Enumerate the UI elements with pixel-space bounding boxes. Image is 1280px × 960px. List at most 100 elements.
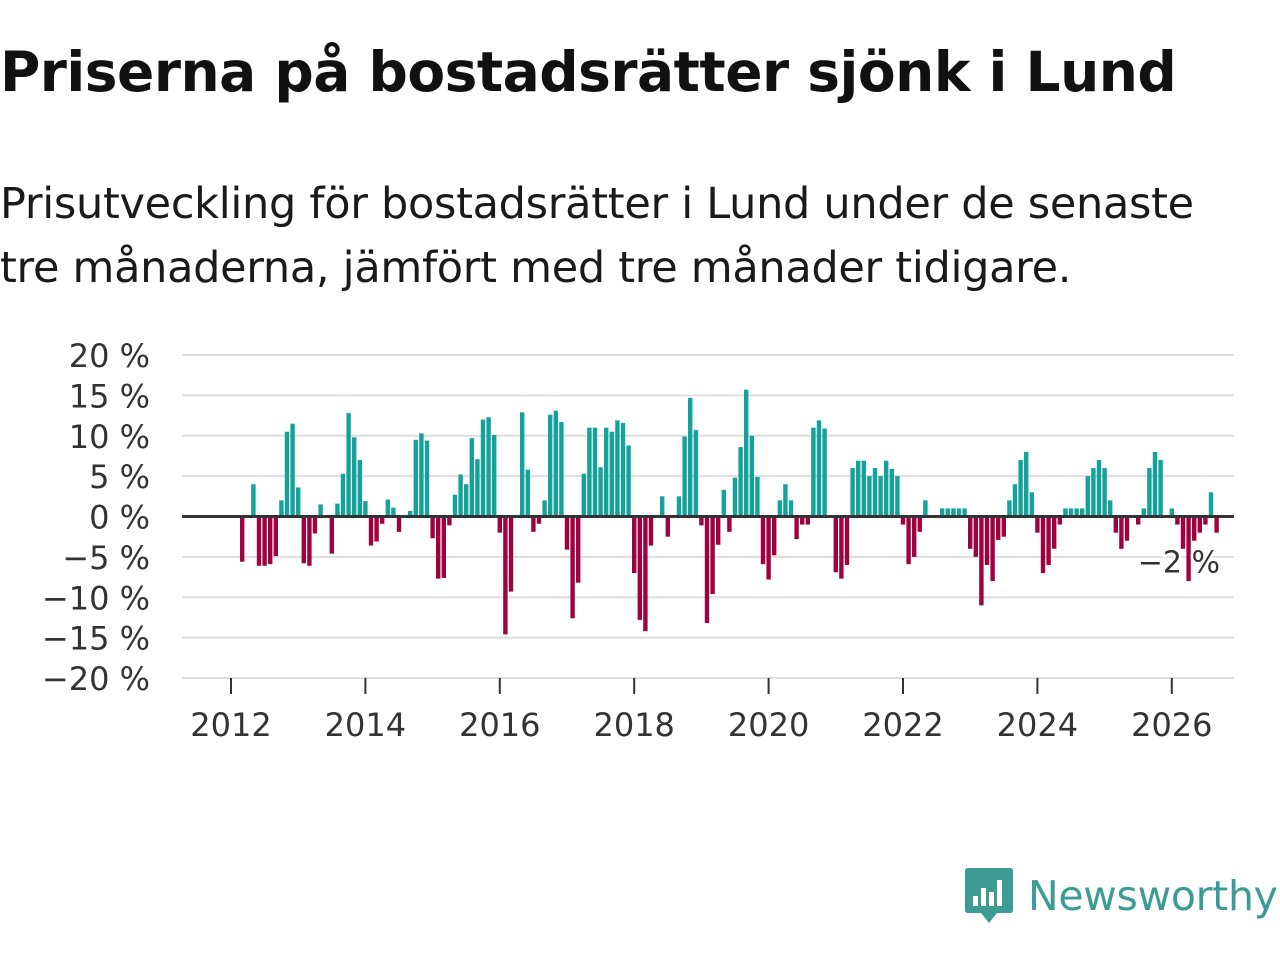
bar bbox=[262, 516, 267, 566]
bar bbox=[850, 468, 855, 517]
bar bbox=[357, 459, 362, 517]
bar bbox=[307, 516, 312, 566]
bar bbox=[251, 484, 256, 517]
bar bbox=[620, 422, 626, 517]
y-tick-label: 5 % bbox=[89, 458, 150, 496]
bar bbox=[811, 427, 816, 517]
bar bbox=[609, 431, 614, 517]
bar bbox=[1068, 508, 1074, 517]
bar bbox=[889, 468, 894, 517]
bar bbox=[772, 516, 777, 556]
bar bbox=[665, 516, 670, 537]
bar bbox=[1180, 516, 1186, 549]
bar bbox=[576, 516, 581, 583]
bar bbox=[475, 459, 480, 517]
bar bbox=[1197, 516, 1202, 533]
bar bbox=[996, 516, 1001, 540]
bar bbox=[699, 516, 704, 526]
bar bbox=[1186, 516, 1191, 582]
x-tick-label: 2020 bbox=[728, 706, 809, 744]
bar bbox=[878, 476, 883, 517]
bar bbox=[396, 516, 402, 532]
bar bbox=[660, 496, 665, 517]
bar bbox=[710, 516, 715, 595]
bar bbox=[637, 516, 642, 620]
x-tick-label: 2026 bbox=[1131, 706, 1212, 744]
bar bbox=[1141, 508, 1146, 517]
bar bbox=[682, 436, 687, 517]
bar bbox=[391, 507, 396, 517]
bar bbox=[1208, 492, 1214, 517]
bar bbox=[536, 516, 542, 524]
bar bbox=[833, 516, 838, 573]
bar bbox=[335, 503, 340, 517]
bar bbox=[508, 516, 514, 592]
bar bbox=[1169, 508, 1174, 517]
bar bbox=[777, 500, 782, 517]
bar bbox=[587, 427, 592, 517]
bar bbox=[923, 500, 928, 517]
last-value-label: −2 % bbox=[1138, 546, 1220, 581]
bar bbox=[755, 476, 760, 517]
bar bbox=[1192, 516, 1197, 541]
y-tick-label: 0 % bbox=[89, 499, 150, 537]
x-tick-label: 2014 bbox=[325, 706, 406, 744]
bar bbox=[783, 484, 788, 517]
bar bbox=[1108, 500, 1113, 517]
y-tick-label: 20 % bbox=[69, 337, 150, 375]
bar bbox=[721, 489, 726, 517]
bar bbox=[648, 516, 654, 546]
brand-name: Newsworthy bbox=[1028, 872, 1278, 920]
bar bbox=[632, 516, 637, 574]
bar bbox=[553, 410, 558, 517]
bar bbox=[1018, 459, 1023, 517]
bar bbox=[615, 420, 620, 517]
bar bbox=[626, 445, 631, 517]
bar bbox=[856, 460, 861, 517]
bar bbox=[951, 508, 956, 517]
bar bbox=[676, 496, 682, 517]
bar bbox=[284, 431, 290, 517]
bar bbox=[805, 516, 810, 525]
x-tick-label: 2024 bbox=[997, 706, 1078, 744]
bar bbox=[329, 516, 334, 554]
bar bbox=[352, 437, 357, 517]
bar bbox=[1057, 516, 1062, 525]
bar bbox=[732, 477, 738, 517]
bar bbox=[604, 427, 609, 517]
bar bbox=[727, 516, 732, 532]
y-tick-label: −5 % bbox=[62, 539, 150, 577]
bar bbox=[1175, 516, 1180, 525]
bar bbox=[1136, 516, 1141, 525]
bar bbox=[380, 516, 385, 524]
x-tick-label: 2018 bbox=[593, 706, 674, 744]
bar bbox=[570, 516, 575, 619]
bar bbox=[704, 516, 710, 624]
brand-logo: Newsworthy bbox=[964, 866, 1278, 926]
bar bbox=[273, 516, 278, 557]
y-tick-label: −10 % bbox=[42, 579, 150, 617]
bar bbox=[301, 516, 306, 564]
bar bbox=[688, 397, 693, 517]
bar bbox=[520, 412, 525, 517]
y-axis-labels: 20 %15 %10 %5 %0 %−5 %−10 %−15 %−20 % bbox=[42, 337, 150, 698]
bar bbox=[979, 516, 984, 606]
bar bbox=[1012, 484, 1018, 517]
bar bbox=[1001, 516, 1006, 537]
bar bbox=[940, 508, 945, 517]
bar bbox=[984, 516, 990, 565]
bar bbox=[1096, 459, 1102, 517]
bar bbox=[968, 516, 973, 549]
bar bbox=[480, 419, 486, 517]
bar bbox=[900, 516, 906, 525]
bar bbox=[492, 434, 497, 517]
bar bbox=[1158, 459, 1163, 517]
bar bbox=[363, 501, 368, 517]
bar bbox=[486, 417, 491, 517]
bar bbox=[643, 516, 648, 632]
bars bbox=[240, 389, 1219, 635]
bar bbox=[844, 516, 850, 565]
bar bbox=[917, 516, 922, 532]
bar bbox=[268, 516, 273, 565]
bar bbox=[1085, 476, 1090, 517]
